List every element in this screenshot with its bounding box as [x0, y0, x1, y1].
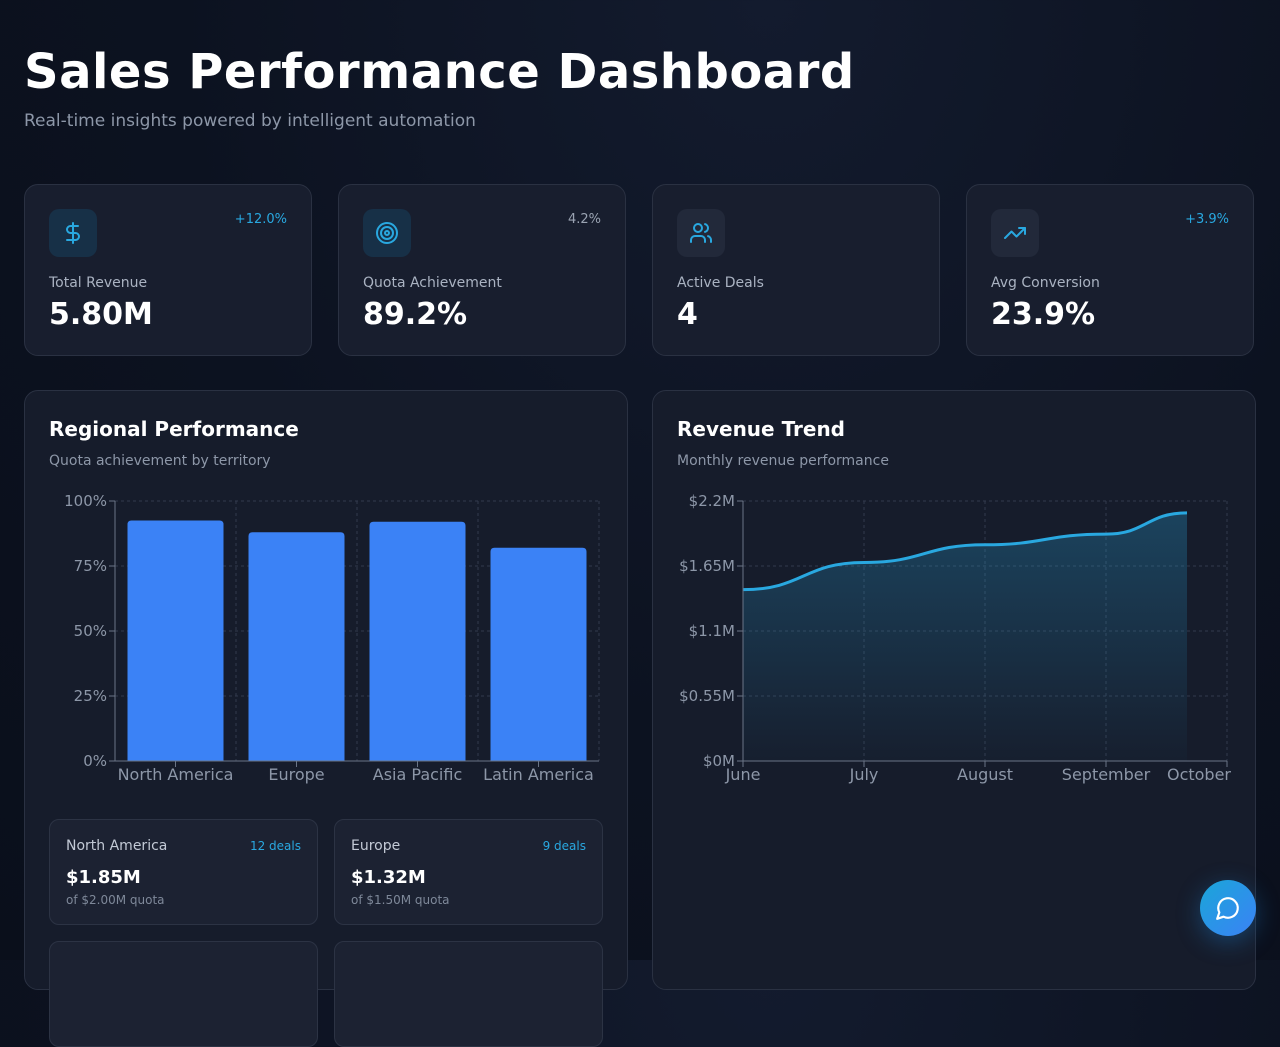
y-tick-label: 50% — [74, 622, 107, 640]
kpi-label: Avg Conversion — [991, 275, 1100, 291]
kpi-card-quota-achievement: 4.2% Quota Achievement 89.2% — [338, 184, 626, 356]
series-line — [742, 511, 1188, 592]
y-tick-label: $1.65M — [679, 557, 735, 575]
x-tick-label: North America — [118, 765, 234, 784]
x-tick-label: October — [1167, 765, 1231, 784]
region-deals: 9 deals — [542, 839, 586, 853]
kpi-card-active-deals: Active Deals 4 — [652, 184, 940, 356]
panel-subtitle: Quota achievement by territory — [49, 453, 271, 469]
kpi-value: 23.9% — [991, 297, 1096, 332]
chat-button[interactable] — [1200, 880, 1256, 936]
x-tick-label: Europe — [268, 765, 324, 784]
x-tick-label: September — [1062, 765, 1151, 784]
x-tick-label: June — [725, 765, 761, 784]
kpi-value: 5.80M — [49, 297, 153, 332]
panel-title: Regional Performance — [49, 417, 299, 441]
region-quota: of $2.00M quota — [66, 893, 165, 907]
region-card[interactable] — [49, 941, 318, 1047]
area-fill — [743, 512, 1187, 761]
users-icon — [677, 209, 725, 257]
panel-title: Revenue Trend — [677, 417, 845, 441]
revenue-trend-panel: Revenue Trend Monthly revenue performanc… — [652, 390, 1256, 990]
y-tick-label: 75% — [74, 557, 107, 575]
region-card-europe[interactable]: Europe 9 deals $1.32M of $1.50M quota — [334, 819, 603, 925]
page-subtitle: Real-time insights powered by intelligen… — [24, 111, 476, 131]
kpi-change: +3.9% — [1185, 212, 1229, 227]
y-tick-label: 25% — [74, 687, 107, 705]
kpi-label: Quota Achievement — [363, 275, 502, 291]
chat-bubble-icon — [1216, 897, 1239, 920]
y-tick-label: $0.55M — [679, 687, 735, 705]
y-tick-label: $2.2M — [689, 492, 735, 510]
page-title: Sales Performance Dashboard — [24, 44, 855, 100]
kpi-value: 89.2% — [363, 297, 468, 332]
kpi-label: Active Deals — [677, 275, 764, 291]
revenue-area-chart: $0M $0.55M $1.1M $1.65M $2.2M June July August S… — [679, 492, 1231, 784]
region-quota: of $1.50M quota — [351, 893, 450, 907]
bar — [490, 547, 587, 761]
region-card-north-america[interactable]: North America 12 deals $1.85M of $2.00M … — [49, 819, 318, 925]
region-deals: 12 deals — [249, 839, 301, 853]
panel-subtitle: Monthly revenue performance — [677, 453, 889, 469]
region-value: $1.85M — [66, 867, 141, 888]
region-name: Europe — [351, 838, 401, 854]
y-tick-label: 100% — [64, 492, 107, 510]
y-tick-label: 0% — [83, 752, 107, 770]
kpi-change: +12.0% — [234, 212, 287, 227]
dollar-icon — [49, 209, 97, 257]
region-value: $1.32M — [351, 867, 426, 888]
x-tick-label: Latin America — [483, 765, 594, 784]
region-card[interactable] — [334, 941, 603, 1047]
x-tick-label: August — [957, 765, 1013, 784]
kpi-label: Total Revenue — [49, 275, 148, 291]
kpi-value: 4 — [677, 297, 698, 332]
x-tick-label: July — [849, 765, 879, 784]
kpi-change: 4.2% — [567, 212, 601, 227]
regional-performance-panel: Regional Performance Quota achievement b… — [24, 390, 628, 1047]
region-name: North America — [66, 838, 168, 854]
regional-bar-chart: 0% 25% 50% 75% 100% North America Europe Asia P… — [64, 492, 600, 784]
bar — [369, 521, 466, 761]
kpi-card-total-revenue: +12.0% Total Revenue 5.80M — [24, 184, 312, 356]
kpi-card-avg-conversion: +3.9% Avg Conversion 23.9% — [966, 184, 1254, 356]
target-icon — [363, 209, 411, 257]
y-tick-label: $0M — [703, 752, 735, 770]
bar — [248, 532, 345, 761]
y-tick-label: $1.1M — [689, 622, 735, 640]
bar — [127, 520, 224, 761]
trending-up-icon — [991, 209, 1039, 257]
x-tick-label: Asia Pacific — [373, 765, 462, 784]
